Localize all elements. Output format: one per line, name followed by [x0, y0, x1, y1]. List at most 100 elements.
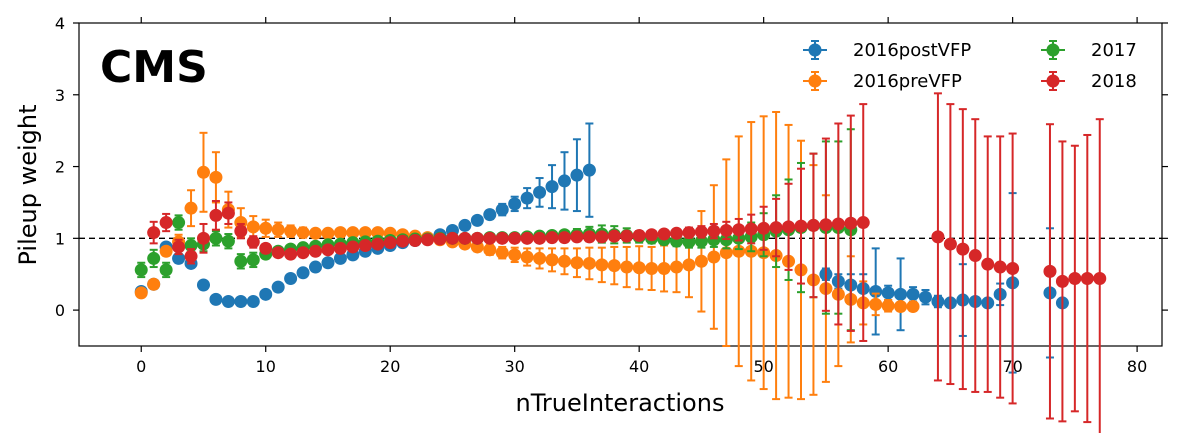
legend-label: 2018 — [1091, 71, 1137, 92]
data-point — [495, 203, 509, 217]
data-point — [632, 261, 646, 275]
x-tick-label: 20 — [380, 357, 400, 376]
legend-marker — [1046, 43, 1060, 57]
data-point — [483, 243, 497, 257]
data-point — [682, 226, 696, 240]
data-point — [321, 226, 335, 240]
x-axis-label: nTrueInteractions — [516, 389, 725, 417]
data-point — [371, 237, 385, 251]
x-tick-label: 0 — [136, 357, 146, 376]
data-point — [1055, 274, 1069, 288]
data-point — [259, 221, 273, 235]
data-point — [918, 290, 932, 304]
data-point — [520, 250, 534, 264]
y-tick-label: 0 — [55, 301, 65, 320]
data-point — [645, 228, 659, 242]
data-point — [582, 256, 596, 270]
data-point — [259, 241, 273, 255]
data-point — [607, 229, 621, 243]
data-point — [333, 226, 347, 240]
data-point — [694, 225, 708, 239]
series-2018 — [147, 92, 1107, 433]
data-point — [259, 287, 273, 301]
data-point — [309, 244, 323, 258]
x-tick-label: 10 — [256, 357, 276, 376]
data-point — [595, 258, 609, 272]
data-point — [284, 247, 298, 261]
legend-marker — [808, 43, 822, 57]
plot-area — [78, 22, 1163, 347]
data-point — [495, 246, 509, 260]
data-point — [147, 251, 161, 265]
data-point — [234, 224, 248, 238]
data-point — [782, 220, 796, 234]
data-point — [196, 231, 210, 245]
y-axis-label: Pileup weight — [14, 104, 42, 265]
data-point — [246, 294, 260, 308]
data-point — [159, 244, 173, 258]
data-point — [657, 227, 671, 241]
data-point — [632, 228, 646, 242]
data-point — [159, 216, 173, 230]
data-point — [906, 300, 920, 314]
data-point — [172, 216, 186, 230]
data-point — [557, 231, 571, 245]
data-point — [246, 220, 260, 234]
data-point — [495, 231, 509, 245]
data-point — [421, 233, 435, 247]
data-point — [234, 254, 248, 268]
x-tick-label: 60 — [878, 357, 898, 376]
x-tick-label: 80 — [1127, 357, 1147, 376]
data-point — [1043, 264, 1057, 278]
data-point — [147, 226, 161, 240]
legend-entry: 2016postVFP — [803, 40, 971, 61]
data-point — [196, 165, 210, 179]
data-point — [582, 163, 596, 177]
data-point — [620, 229, 634, 243]
data-point — [869, 297, 883, 311]
data-point — [159, 263, 173, 277]
data-point — [981, 257, 995, 271]
data-point — [396, 234, 410, 248]
data-point — [296, 266, 310, 280]
experiment-label: CMS — [100, 42, 208, 93]
data-point — [309, 260, 323, 274]
data-point — [819, 218, 833, 232]
data-point — [682, 258, 696, 272]
data-point — [719, 246, 733, 260]
data-point — [209, 292, 223, 306]
data-point — [296, 246, 310, 260]
data-point — [570, 256, 584, 270]
legend: 2016postVFP 2016preVFP 2017 2018 — [803, 40, 1137, 92]
data-point — [831, 217, 845, 231]
data-point — [657, 261, 671, 275]
data-point — [209, 170, 223, 184]
data-point — [794, 219, 808, 233]
legend-entry: 2017 — [1041, 40, 1137, 61]
data-point — [209, 231, 223, 245]
y-tick-label: 3 — [55, 86, 65, 105]
data-point — [732, 223, 746, 237]
data-point — [894, 300, 908, 314]
data-point — [184, 249, 198, 263]
data-point — [545, 253, 559, 267]
data-point — [719, 223, 733, 237]
legend-label: 2017 — [1091, 40, 1137, 61]
data-point — [869, 284, 883, 298]
data-point — [358, 226, 372, 240]
data-point — [196, 278, 210, 292]
data-point — [470, 213, 484, 227]
data-point — [358, 239, 372, 253]
data-point — [968, 249, 982, 263]
data-point — [296, 226, 310, 240]
x-tick-label: 40 — [629, 357, 649, 376]
data-point — [806, 218, 820, 232]
data-point — [221, 206, 235, 220]
data-point — [284, 272, 298, 286]
data-point — [956, 242, 970, 256]
data-point — [1068, 272, 1082, 286]
data-point — [856, 216, 870, 230]
data-point — [333, 241, 347, 255]
legend-entry: 2018 — [1041, 71, 1137, 92]
